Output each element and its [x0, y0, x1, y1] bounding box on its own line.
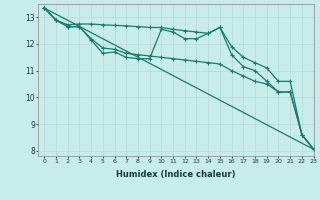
X-axis label: Humidex (Indice chaleur): Humidex (Indice chaleur)	[116, 170, 236, 179]
